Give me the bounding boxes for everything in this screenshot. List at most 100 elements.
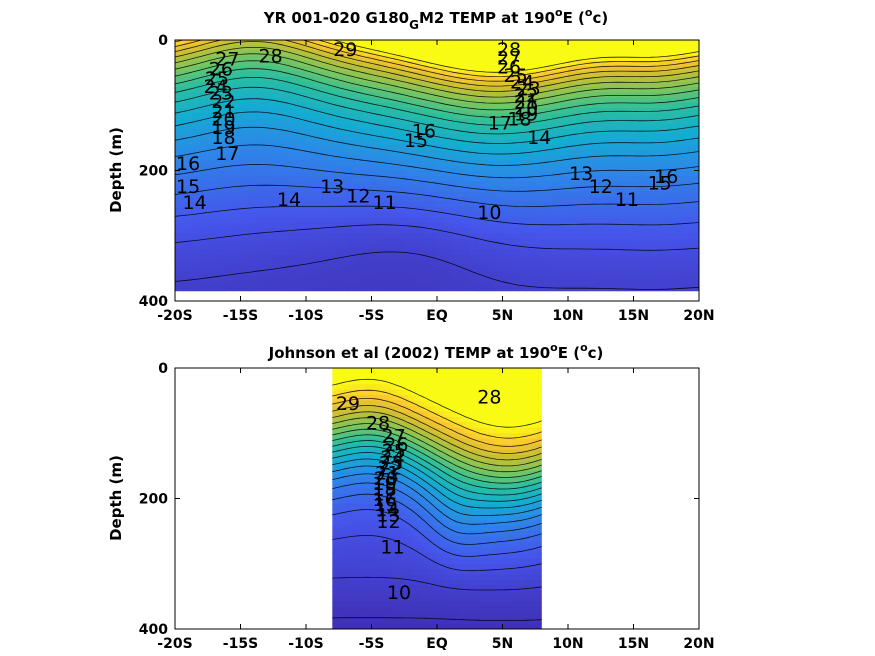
field-cell (387, 514, 392, 521)
field-cell (445, 60, 454, 67)
field-cell (281, 155, 291, 161)
field-cell (400, 482, 405, 489)
field-cell (486, 476, 490, 483)
field-cell (584, 265, 594, 271)
field-cell (407, 384, 412, 391)
field-cell (335, 389, 340, 396)
field-cell (256, 113, 266, 120)
field-cell (335, 400, 340, 407)
field-cell (215, 97, 225, 104)
field-cell (461, 223, 471, 230)
field-cell (191, 113, 201, 120)
field-cell (584, 170, 594, 177)
field-cell (338, 139, 348, 146)
field-cell (559, 123, 569, 130)
field-cell (674, 202, 684, 209)
field-cell (450, 514, 454, 521)
field-cell (430, 455, 435, 462)
field-cell (477, 270, 487, 277)
field-cell (384, 482, 389, 489)
field-cell (463, 449, 468, 456)
field-cell (658, 233, 667, 240)
field-cell (404, 520, 409, 527)
field-cell (494, 191, 504, 198)
field-cell (538, 471, 542, 478)
field-cell (371, 113, 381, 120)
field-cell (338, 400, 343, 407)
field-cell (625, 123, 635, 130)
field-cell (248, 81, 258, 88)
field-cell (453, 50, 463, 57)
field-cell (525, 487, 530, 494)
field-cell (535, 76, 545, 83)
field-cell (364, 411, 369, 418)
field-cell (584, 191, 594, 198)
field-cell (297, 87, 307, 93)
field-cell (469, 118, 479, 125)
contour-line (175, 40, 699, 82)
field-cell (379, 144, 389, 151)
field-cell (682, 87, 692, 93)
field-cell (658, 217, 667, 224)
field-cell (348, 460, 353, 467)
field-cell (265, 202, 274, 209)
field-cell (427, 427, 432, 434)
top-temperature-section-panel: YR 001-020 G180GM2 TEMP at 190oE (oc) De… (107, 6, 715, 324)
field-cell (397, 455, 402, 462)
field-cell (453, 155, 463, 161)
field-cell (183, 212, 192, 219)
field-cell (456, 395, 461, 402)
field-cell (461, 66, 471, 73)
field-cell (428, 144, 438, 151)
field-cell (394, 389, 399, 396)
field-cell (410, 416, 415, 423)
field-cell (417, 400, 422, 407)
field-cell (281, 66, 291, 73)
field-cell (314, 170, 323, 177)
field-cell (649, 144, 659, 151)
field-cell (584, 149, 594, 156)
field-cell (443, 406, 448, 413)
field-cell (215, 102, 225, 109)
field-cell (281, 207, 291, 214)
field-cell (330, 238, 340, 245)
field-cell (649, 71, 659, 78)
field-cell (527, 55, 536, 62)
field-cell (617, 280, 626, 287)
field-cell (414, 384, 418, 391)
field-cell (592, 217, 602, 224)
field-cell (494, 55, 504, 62)
field-cell (224, 186, 233, 193)
field-cell (543, 186, 553, 193)
field-cell (248, 285, 258, 292)
field-cell (355, 476, 359, 483)
field-cell (314, 102, 323, 109)
field-cell (355, 520, 359, 527)
field-cell (207, 212, 217, 219)
field-cell (512, 416, 517, 423)
field-cell (397, 422, 402, 429)
field-cell (518, 81, 528, 88)
field-cell (512, 438, 517, 445)
field-cell (469, 123, 479, 130)
field-cell (433, 514, 438, 521)
field-cell (440, 476, 445, 483)
field-cell (297, 233, 307, 240)
field-cell (625, 87, 635, 93)
field-cell (543, 238, 553, 245)
field-cell (306, 265, 315, 271)
field-cell (625, 81, 635, 88)
field-cell (608, 87, 618, 93)
field-cell (440, 509, 445, 516)
field-cell (248, 202, 258, 209)
field-cell (682, 113, 692, 120)
field-cell (414, 411, 418, 418)
field-cell (510, 160, 520, 167)
contour-label: 14 (527, 127, 551, 149)
field-cell (338, 217, 348, 224)
field-cell (273, 81, 283, 88)
field-cell (450, 476, 454, 483)
field-cell (428, 50, 438, 57)
field-cell (543, 155, 553, 161)
field-cell (666, 176, 676, 182)
